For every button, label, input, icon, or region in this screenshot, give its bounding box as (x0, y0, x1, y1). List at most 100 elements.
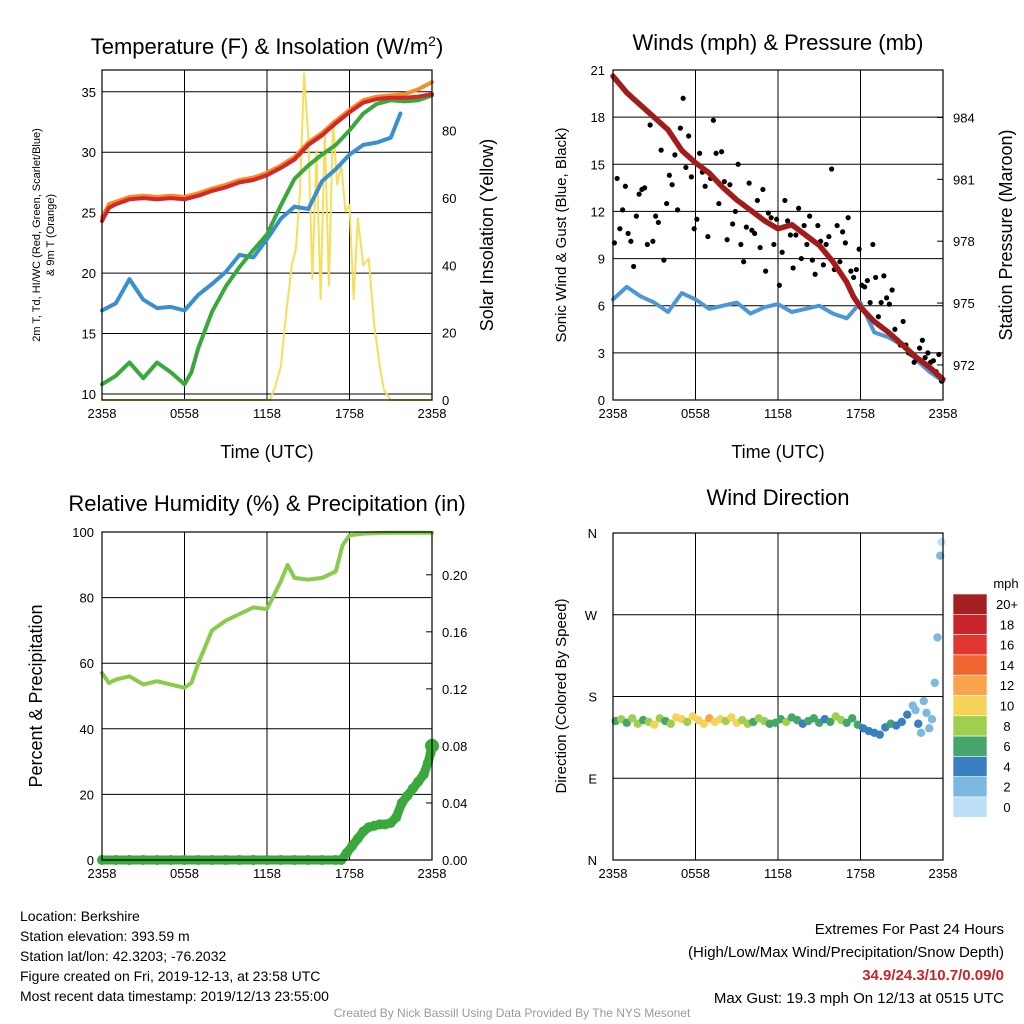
temp-x-tick-label: 2358 (418, 406, 447, 421)
legend-label: 6 (1003, 739, 1010, 754)
wind-series-sonic (611, 284, 945, 384)
extremes-subheading: (High/Low/Max Wind/Precipitation/Snow De… (688, 944, 1004, 961)
gust-point (782, 197, 788, 204)
gust-point (809, 257, 815, 263)
gust-point (862, 284, 868, 290)
temp-series-blue (100, 111, 403, 313)
gust-point (925, 350, 931, 356)
legend-swatch (952, 756, 988, 778)
gust-point (628, 238, 634, 244)
gust-point (664, 200, 670, 207)
gust-point (804, 241, 810, 248)
direction-point (903, 710, 912, 719)
legend-label: 2 (1003, 780, 1010, 795)
gust-point (842, 240, 848, 246)
gust-point (735, 161, 741, 167)
gust-point (787, 232, 793, 238)
gust-point (683, 164, 689, 171)
gust-point (633, 213, 639, 219)
wind-y-tick-label: 3 (598, 346, 605, 361)
gust-point (774, 216, 780, 222)
temp-y2-tick-label: 80 (442, 124, 456, 139)
gust-point (644, 241, 650, 248)
direction-point (897, 717, 906, 727)
temp-frame (101, 69, 433, 401)
gust-point (853, 266, 859, 273)
rh-y-tick-label: 60 (80, 656, 94, 671)
dir-title: Wind Direction (706, 485, 849, 510)
legend-swatch (952, 593, 988, 615)
gust-point (779, 249, 785, 255)
precip-point (407, 783, 418, 794)
legend-label: 14 (1000, 658, 1014, 673)
gust-point (617, 226, 623, 232)
gust-point (642, 185, 648, 191)
gust-point (702, 183, 708, 189)
wind-x-tick-label: 2358 (929, 406, 958, 421)
station-latlon: Station lat/lon: 42.3203; -76.2032 (20, 948, 227, 964)
rh-y2-tick-label: 0.16 (442, 625, 467, 640)
figure-created: Figure created on Fri, 2019-12-13, at 23… (20, 968, 321, 984)
legend-swatch (952, 613, 988, 635)
gust-point (930, 358, 936, 364)
gust-point (829, 166, 835, 172)
temp-y-tick-label: 10 (82, 387, 96, 402)
direction-point (875, 730, 884, 739)
gust-point (705, 233, 711, 240)
direction-point (916, 728, 926, 738)
temp-x-tick-label: 1758 (335, 406, 364, 421)
dir-y-tick-label: E (588, 771, 597, 786)
rh-frame (101, 531, 433, 861)
gust-point (631, 263, 637, 270)
wind-x-tick-label: 0558 (681, 406, 710, 421)
gust-point (856, 246, 862, 252)
legend-label: 12 (1000, 678, 1014, 693)
temp-title: Temperature (F) & Insolation (W/m2) (91, 33, 444, 59)
direction-point (922, 708, 931, 718)
legend-label: 18 (1000, 617, 1014, 632)
gust-point (812, 271, 818, 277)
gust-point (771, 241, 777, 248)
rh-y-tick-label: 80 (80, 591, 94, 606)
wind-y-tick-label: 9 (598, 252, 605, 267)
direction-point (933, 633, 942, 642)
gust-point (669, 182, 675, 188)
gust-point (790, 265, 796, 271)
temp-ylabel-right: Solar Insolation (Yellow) (477, 139, 497, 331)
gust-point (807, 213, 813, 219)
dir-x-tick-label: 2358 (599, 866, 628, 881)
gust-point (752, 230, 758, 237)
direction-point (650, 720, 659, 729)
gust-point (688, 174, 694, 180)
direction-point (848, 714, 857, 723)
temp-series-yellow (101, 72, 433, 401)
direction-point (919, 696, 928, 706)
gust-point (716, 200, 722, 207)
gust-point (886, 301, 892, 307)
temp-y2-tick-label: 20 (442, 326, 456, 341)
temp-series-red (100, 92, 434, 224)
direction-point (925, 724, 934, 733)
rh-y-tick-label: 0 (87, 853, 94, 868)
rh-x-tick-label: 2358 (418, 866, 447, 881)
direction-point (911, 705, 920, 715)
gust-point (892, 326, 898, 332)
dir-y-tick-label: N (588, 526, 597, 541)
gust-point (614, 175, 620, 182)
gust-point (823, 241, 829, 248)
dir-y-tick-label: W (585, 608, 598, 623)
rh-y-tick-label: 100 (72, 525, 94, 540)
dir-y-tick-label: N (588, 853, 597, 868)
gust-point (840, 229, 846, 235)
station-elevation: Station elevation: 393.59 m (20, 928, 190, 944)
gust-point (763, 268, 769, 274)
temp-y-tick-label: 15 (82, 327, 96, 342)
temp-y2-tick-label: 40 (442, 258, 456, 273)
gust-point (661, 257, 667, 263)
gust-point (900, 318, 906, 325)
rh-x-tick-label: 1158 (253, 866, 281, 881)
credit-line: Created By Nick Bassill Using Data Provi… (333, 1006, 691, 1020)
wind-y2-tick-label: 984 (953, 110, 975, 125)
rh-y2-tick-label: 0.12 (442, 682, 467, 697)
